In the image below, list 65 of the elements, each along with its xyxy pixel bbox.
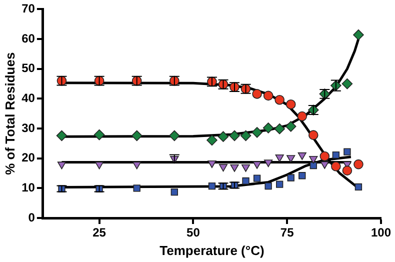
- y-tick-label: 10: [22, 180, 36, 194]
- point: [264, 182, 272, 190]
- x-tick-label: 50: [186, 226, 200, 240]
- point: [94, 162, 104, 170]
- y-tick-label: 60: [22, 31, 36, 46]
- point: [252, 126, 262, 138]
- point: [252, 89, 262, 99]
- point: [208, 182, 216, 190]
- point: [56, 130, 68, 142]
- x-tick-label: 75: [280, 226, 294, 240]
- point: [298, 172, 306, 180]
- point: [320, 151, 330, 162]
- point: [320, 161, 329, 169]
- point: [94, 129, 105, 140]
- y-tick-label: 20: [22, 150, 36, 165]
- point: [131, 130, 142, 142]
- y-tick-label: 30: [22, 120, 36, 135]
- point: [286, 99, 296, 110]
- point: [310, 162, 317, 170]
- point: [253, 174, 261, 182]
- point: [276, 180, 284, 188]
- point: [132, 162, 142, 170]
- point: [263, 90, 274, 101]
- point: [274, 94, 284, 105]
- point: [331, 161, 341, 172]
- point: [342, 166, 352, 176]
- point: [298, 152, 306, 160]
- point: [206, 134, 218, 146]
- point: [297, 111, 308, 122]
- point: [229, 130, 240, 142]
- point: [242, 177, 250, 185]
- point: [275, 154, 284, 162]
- point: [309, 156, 318, 164]
- point: [252, 161, 262, 169]
- point: [332, 151, 340, 159]
- point: [264, 160, 273, 168]
- point: [308, 130, 318, 140]
- point: [354, 183, 362, 191]
- point: [344, 148, 351, 156]
- y-tick-label: 40: [22, 91, 36, 105]
- x-axis-title: Temperature (°C): [160, 242, 264, 258]
- point: [218, 131, 229, 142]
- point: [57, 162, 66, 170]
- point: [354, 159, 364, 170]
- y-tick-label: 50: [22, 61, 36, 76]
- point: [240, 130, 252, 142]
- point: [133, 184, 140, 192]
- point: [218, 164, 228, 172]
- point: [230, 164, 239, 172]
- x-tick-label: 100: [370, 226, 392, 240]
- point: [342, 78, 353, 90]
- point: [170, 188, 178, 196]
- point: [169, 130, 180, 142]
- y-axis-title: % of Total Residues: [2, 52, 18, 175]
- point: [287, 174, 294, 182]
- y-tick-label: 70: [22, 2, 36, 16]
- x-tick-label: 25: [92, 226, 106, 240]
- point: [286, 155, 296, 163]
- point: [353, 29, 364, 40]
- point: [241, 164, 250, 172]
- point: [285, 121, 296, 132]
- point: [262, 122, 274, 134]
- point: [208, 160, 216, 168]
- point: [274, 123, 285, 134]
- y-tick-label: 0: [28, 210, 36, 224]
